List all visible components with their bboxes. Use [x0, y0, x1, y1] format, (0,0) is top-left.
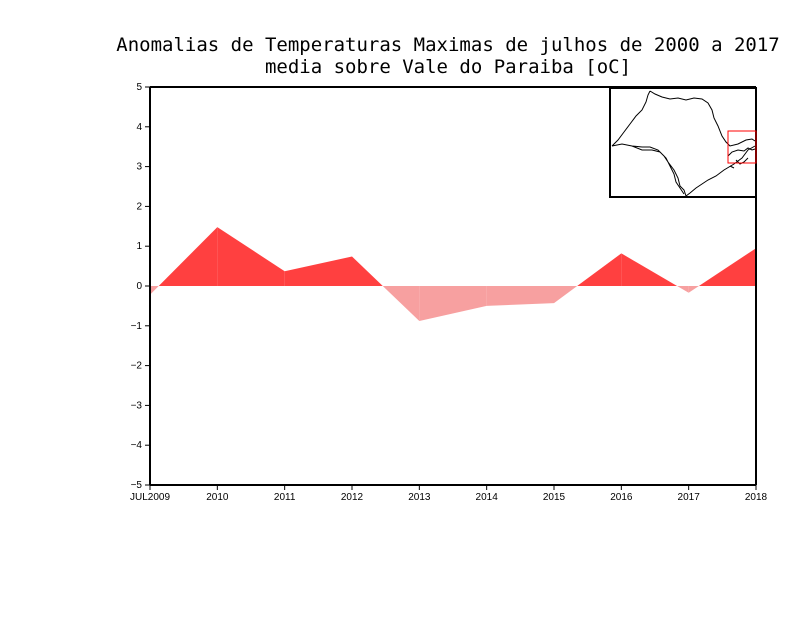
x-tick-label: 2014	[476, 492, 499, 503]
x-tick-label: 2017	[678, 492, 701, 503]
positive-anomaly-area	[217, 227, 285, 286]
chart-title: Anomalias de Temperaturas Maximas de jul…	[116, 34, 780, 56]
positive-anomaly-area	[352, 256, 383, 286]
x-tick-label: 2015	[543, 492, 566, 503]
x-tick-label: JUL2009	[130, 492, 170, 503]
positive-anomaly-area	[284, 256, 352, 286]
inset-map-frame	[609, 87, 757, 198]
area-series	[150, 227, 756, 322]
sao-paulo-state-map-icon	[611, 90, 756, 197]
y-tick-label: 1	[136, 241, 142, 252]
y-tick-label: 2	[136, 201, 142, 212]
x-tick-label: 2010	[206, 492, 229, 503]
negative-anomaly-area	[554, 286, 578, 304]
negative-anomaly-area	[150, 286, 159, 295]
positive-anomaly-area	[577, 253, 622, 286]
y-tick-label: 0	[136, 281, 142, 292]
positive-anomaly-area	[158, 227, 218, 286]
negative-anomaly-area	[419, 286, 487, 322]
negative-anomaly-area	[688, 286, 699, 293]
x-axis-ticks: JUL2009 2010 2011 2012 2013 2014 2015 2016 2017 2…	[130, 485, 768, 503]
x-tick-label: 2012	[341, 492, 364, 503]
x-tick-label: 2013	[408, 492, 431, 503]
inset-map	[609, 87, 757, 198]
negative-anomaly-area	[486, 286, 554, 306]
y-tick-label: 5	[136, 82, 142, 93]
y-tick-label: −3	[131, 400, 143, 411]
negative-anomaly-area	[677, 286, 689, 293]
y-tick-label: −5	[131, 480, 143, 491]
y-tick-label: 4	[136, 122, 142, 133]
y-axis-ticks: 5 4 3 2 1 0 −1 −2 −3 −4 −5	[131, 82, 150, 491]
x-tick-label: 2011	[274, 492, 296, 503]
y-tick-label: 3	[136, 162, 142, 173]
positive-anomaly-area	[621, 253, 678, 286]
y-tick-label: −1	[131, 321, 143, 332]
x-tick-label: 2016	[610, 492, 633, 503]
negative-anomaly-area	[382, 286, 420, 322]
y-tick-label: −2	[131, 361, 143, 372]
chart-subtitle: media sobre Vale do Paraiba [oC]	[264, 56, 632, 78]
positive-anomaly-area	[698, 248, 756, 286]
y-tick-label: −4	[131, 440, 143, 451]
x-tick-label: 2018	[745, 492, 768, 503]
vale-do-paraiba-highlight	[727, 130, 757, 164]
